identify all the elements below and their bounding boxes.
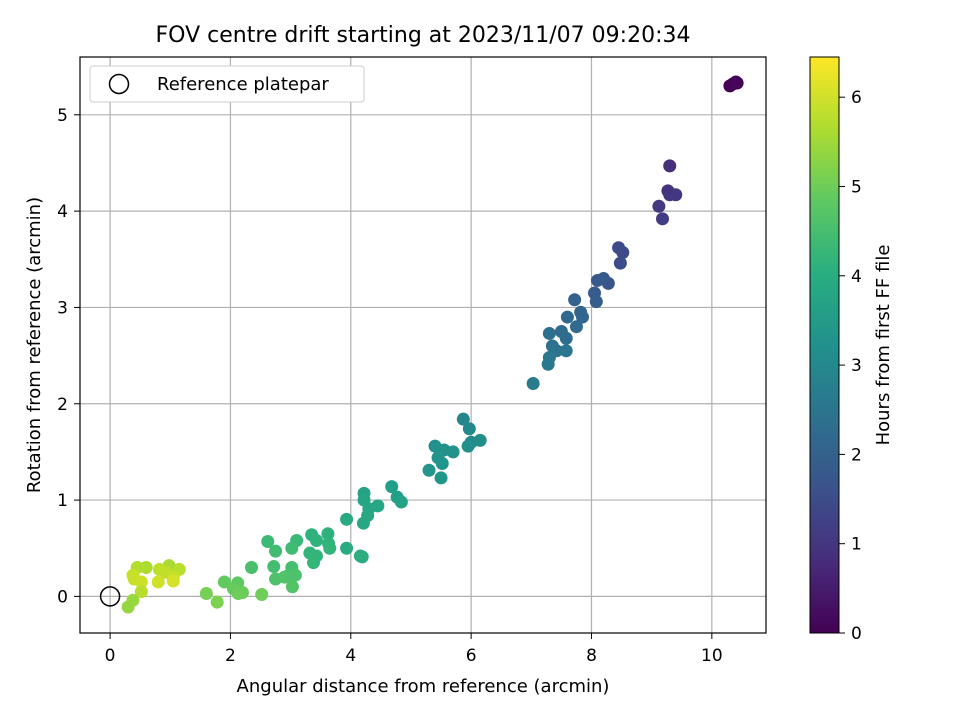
data-point <box>434 471 448 485</box>
data-point <box>446 445 460 459</box>
colorbar-tick-label: 5 <box>851 177 862 197</box>
legend-label: Reference platepar <box>157 74 329 95</box>
x-tick-label: 10 <box>701 646 723 666</box>
y-tick-label: 4 <box>57 202 68 222</box>
data-point <box>166 574 180 588</box>
x-tick-label: 8 <box>586 646 597 666</box>
data-point <box>261 534 275 548</box>
data-point <box>616 246 630 260</box>
colorbar-label: Hours from first FF file <box>873 245 894 446</box>
data-point <box>340 541 354 555</box>
data-point <box>461 439 475 453</box>
data-point <box>285 541 299 555</box>
legend-box <box>89 65 365 103</box>
data-points <box>121 75 744 614</box>
data-point <box>134 585 148 599</box>
x-axis-label: Angular distance from reference (arcmin) <box>237 676 610 697</box>
colorbar-tick-label: 0 <box>851 624 862 644</box>
data-point <box>121 600 135 614</box>
colorbar-tick-label: 1 <box>851 535 862 555</box>
data-point <box>589 295 603 309</box>
x-tick-label: 6 <box>466 646 477 666</box>
data-point <box>422 463 436 477</box>
grid-lines <box>80 57 766 633</box>
colorbar-tick-label: 6 <box>851 88 862 108</box>
data-point <box>245 561 258 575</box>
data-point <box>559 344 573 358</box>
data-point <box>134 575 148 589</box>
colorbar-gradient <box>809 56 840 634</box>
data-point <box>669 188 683 202</box>
data-point <box>267 560 281 574</box>
data-point <box>559 331 573 345</box>
y-axis-label: Rotation from reference (arcmin) <box>24 197 45 493</box>
reference-platepar-marker <box>99 586 121 607</box>
data-point <box>269 544 283 558</box>
data-point <box>526 377 540 391</box>
data-point <box>355 550 369 564</box>
data-point <box>210 595 224 609</box>
data-point <box>568 293 582 307</box>
data-point <box>217 575 231 589</box>
y-tick-label: 3 <box>57 298 68 318</box>
legend-marker-icon <box>108 73 130 95</box>
data-point <box>473 433 487 447</box>
data-point <box>613 256 627 270</box>
data-point <box>199 587 213 601</box>
data-point <box>663 159 677 173</box>
data-point <box>151 575 165 589</box>
data-point <box>560 310 574 324</box>
data-point <box>462 422 476 436</box>
data-point <box>655 212 669 226</box>
data-point <box>591 273 605 287</box>
data-point <box>139 561 153 575</box>
data-point <box>730 76 744 90</box>
chart-title: FOV centre drift starting at 2023/11/07 … <box>156 23 691 48</box>
data-point <box>309 534 323 548</box>
colorbar-tick-label: 2 <box>851 445 862 465</box>
data-point <box>321 527 335 541</box>
data-point <box>652 199 666 213</box>
data-point <box>255 587 269 601</box>
colorbar-tick-label: 4 <box>851 267 862 287</box>
data-point <box>323 541 337 555</box>
y-axis-ticks: 0 1 2 3 4 5 <box>57 106 80 607</box>
data-point <box>231 587 245 601</box>
data-point <box>456 412 470 426</box>
y-tick-label: 1 <box>57 491 68 511</box>
data-point <box>385 480 399 494</box>
colorbar-ticks: 0 1 2 3 4 5 6 <box>839 88 862 644</box>
data-point <box>541 357 555 371</box>
data-point <box>575 310 589 324</box>
colorbar: 0 1 2 3 4 5 6 Hours from first FF file <box>809 56 894 644</box>
data-point <box>340 512 354 526</box>
legend: Reference platepar <box>89 65 365 103</box>
data-point <box>394 495 408 509</box>
plot-frame <box>79 56 767 634</box>
data-point <box>306 556 320 570</box>
y-tick-label: 0 <box>57 587 68 607</box>
data-point <box>285 580 299 594</box>
data-point <box>435 456 449 470</box>
data-point <box>288 568 302 582</box>
x-tick-label: 4 <box>345 646 356 666</box>
data-point <box>569 320 583 334</box>
x-axis-ticks: 0 2 4 6 8 10 <box>105 633 723 666</box>
data-point <box>278 570 292 584</box>
data-point <box>542 326 556 340</box>
x-tick-label: 2 <box>225 646 236 666</box>
data-point <box>356 516 370 530</box>
y-tick-label: 2 <box>57 395 68 415</box>
colorbar-tick-label: 3 <box>851 356 862 376</box>
y-tick-label: 5 <box>57 106 68 126</box>
x-tick-label: 0 <box>105 646 116 666</box>
